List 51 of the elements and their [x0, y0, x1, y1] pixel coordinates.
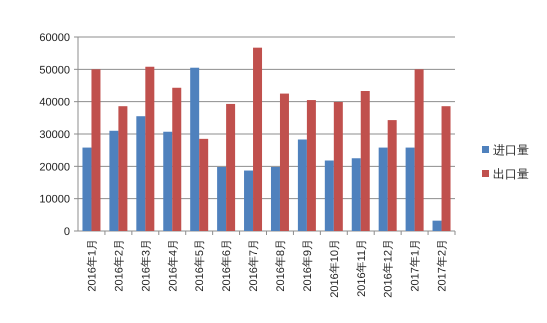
- bar: [352, 158, 361, 231]
- y-tick-label: 50000: [39, 64, 70, 76]
- y-tick-label: 60000: [39, 32, 70, 44]
- x-tick-label: 2016年3月: [140, 239, 152, 292]
- bar: [442, 106, 451, 231]
- x-tick-label: 2016年8月: [274, 239, 287, 292]
- bar: [199, 138, 208, 231]
- y-tick-label: 30000: [39, 129, 70, 141]
- bar: [217, 166, 226, 231]
- y-tick-label: 10000: [39, 194, 70, 206]
- x-tick-label: 2016年11月: [356, 239, 368, 297]
- bar: [432, 220, 442, 231]
- bar: [190, 68, 200, 231]
- x-tick-label: 2016年6月: [221, 239, 234, 292]
- x-tick-label: 2016年5月: [194, 239, 206, 292]
- bar: [118, 106, 128, 231]
- x-tick-label: 2017年2月: [436, 239, 449, 292]
- bar: [82, 148, 92, 231]
- legend-label: 出口量: [493, 167, 529, 181]
- bar: [270, 166, 280, 231]
- x-tick-label: 2016年9月: [302, 239, 314, 292]
- bar: [324, 160, 334, 231]
- x-tick-label: 2016年2月: [113, 239, 126, 292]
- bar: [360, 90, 370, 231]
- bar: [91, 69, 100, 231]
- bar: [163, 132, 172, 231]
- bar: [414, 69, 424, 231]
- legend-label: 进口量: [493, 143, 529, 157]
- bar: [172, 88, 182, 231]
- x-tick-label: 2016年10月: [328, 239, 341, 298]
- bar: [226, 104, 236, 231]
- x-tick-label: 2016年1月: [86, 239, 98, 292]
- bar: [244, 170, 254, 231]
- bar: [388, 120, 397, 231]
- bar: [406, 148, 415, 231]
- x-tick-label: 2016年12月: [382, 239, 395, 298]
- bar: [145, 66, 154, 231]
- y-tick-label: 40000: [39, 96, 70, 109]
- bar: [298, 139, 307, 231]
- bar: [334, 102, 343, 231]
- x-tick-label: 2016年7月: [248, 239, 260, 292]
- bar: [306, 100, 316, 231]
- x-tick-label: 2016年4月: [167, 239, 180, 292]
- bar: [136, 116, 146, 231]
- bar: [253, 48, 262, 231]
- bar: [280, 94, 289, 231]
- y-tick-label: 20000: [39, 161, 70, 174]
- bar: [378, 148, 388, 231]
- x-tick-label: 2017年1月: [410, 239, 422, 292]
- bar: [109, 130, 118, 231]
- y-tick-label: 0: [64, 226, 70, 238]
